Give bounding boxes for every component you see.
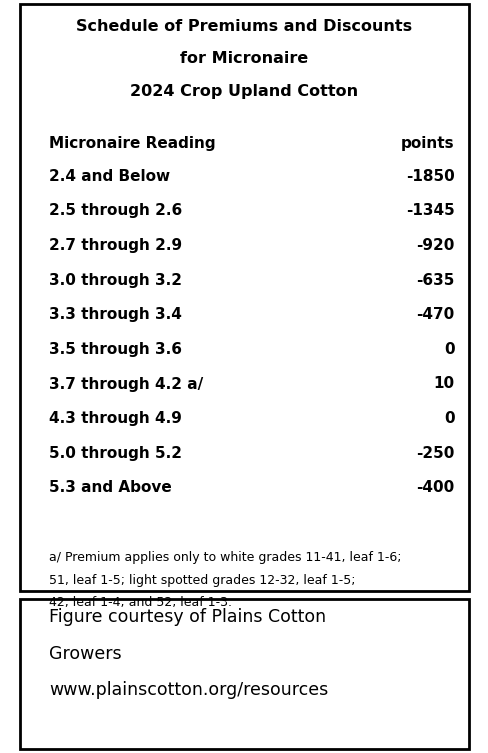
Text: 5.0 through 5.2: 5.0 through 5.2 bbox=[49, 446, 182, 461]
Text: -470: -470 bbox=[416, 307, 454, 322]
Text: -920: -920 bbox=[416, 238, 454, 253]
Text: -1850: -1850 bbox=[405, 169, 454, 184]
Text: 2024 Crop Upland Cotton: 2024 Crop Upland Cotton bbox=[130, 84, 358, 99]
Text: 3.3 through 3.4: 3.3 through 3.4 bbox=[49, 307, 182, 322]
Text: -400: -400 bbox=[416, 480, 454, 495]
Text: 0: 0 bbox=[443, 342, 454, 357]
Text: 4.3 through 4.9: 4.3 through 4.9 bbox=[49, 411, 182, 426]
Text: for Micronaire: for Micronaire bbox=[180, 51, 308, 66]
Text: 3.0 through 3.2: 3.0 through 3.2 bbox=[49, 273, 182, 288]
FancyBboxPatch shape bbox=[20, 599, 468, 749]
Text: -635: -635 bbox=[416, 273, 454, 288]
FancyBboxPatch shape bbox=[20, 4, 468, 591]
Text: 10: 10 bbox=[433, 376, 454, 392]
Text: 3.7 through 4.2 a/: 3.7 through 4.2 a/ bbox=[49, 376, 203, 392]
Text: 51, leaf 1-5; light spotted grades 12-32, leaf 1-5;: 51, leaf 1-5; light spotted grades 12-32… bbox=[49, 574, 355, 587]
Text: www.plainscotton.org/resources: www.plainscotton.org/resources bbox=[49, 681, 327, 699]
Text: Growers: Growers bbox=[49, 645, 122, 663]
Text: Figure courtesy of Plains Cotton: Figure courtesy of Plains Cotton bbox=[49, 608, 325, 626]
Text: a/ Premium applies only to white grades 11-41, leaf 1-6;: a/ Premium applies only to white grades … bbox=[49, 551, 401, 564]
Text: 2.7 through 2.9: 2.7 through 2.9 bbox=[49, 238, 182, 253]
Text: Micronaire Reading: Micronaire Reading bbox=[49, 136, 215, 151]
Text: 2.4 and Below: 2.4 and Below bbox=[49, 169, 170, 184]
Text: 5.3 and Above: 5.3 and Above bbox=[49, 480, 171, 495]
Text: -250: -250 bbox=[416, 446, 454, 461]
Text: Schedule of Premiums and Discounts: Schedule of Premiums and Discounts bbox=[76, 19, 412, 34]
Text: 42, leaf 1-4; and 52, leaf 1-3.: 42, leaf 1-4; and 52, leaf 1-3. bbox=[49, 596, 231, 609]
Text: -1345: -1345 bbox=[405, 203, 454, 218]
Text: 0: 0 bbox=[443, 411, 454, 426]
Text: 2.5 through 2.6: 2.5 through 2.6 bbox=[49, 203, 182, 218]
Text: points: points bbox=[400, 136, 454, 151]
Text: 3.5 through 3.6: 3.5 through 3.6 bbox=[49, 342, 182, 357]
